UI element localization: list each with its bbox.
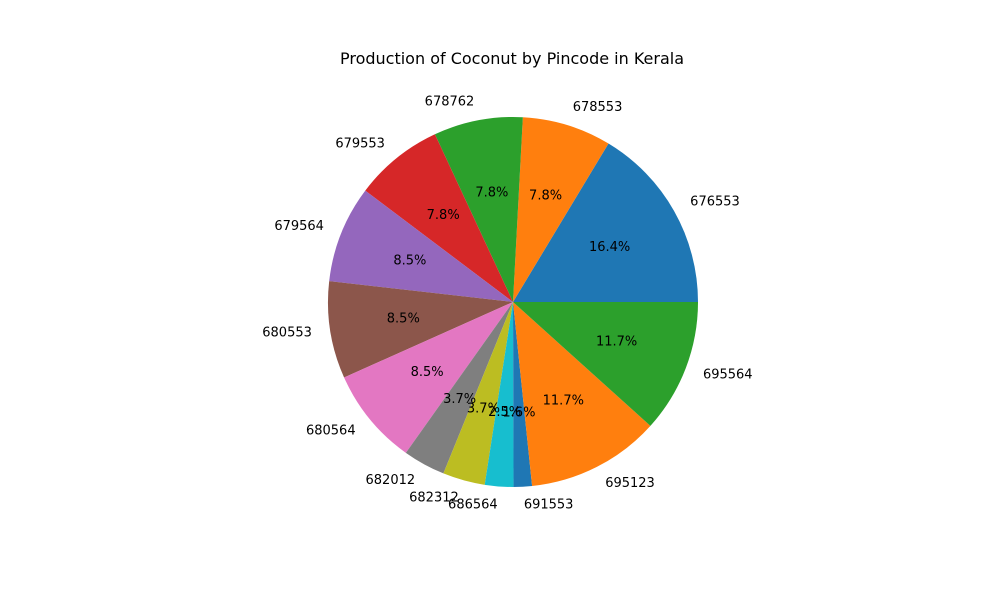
pie-slice-680553	[328, 281, 513, 378]
pie-percent-labels: 16.4%7.8%7.8%7.8%8.5%8.5%8.5%3.7%3.7%2.5…	[387, 186, 637, 421]
percent-label-686564: 2.5%	[488, 405, 521, 420]
pie-slice-695123	[513, 302, 651, 487]
pie-slice-680564	[344, 302, 513, 453]
slice-label-680553: 680553	[262, 326, 312, 341]
slice-label-695564: 695564	[703, 367, 753, 382]
pie-slice-679553	[365, 134, 513, 302]
slice-label-686564: 686564	[448, 497, 498, 512]
percent-label-682012: 3.7%	[443, 392, 476, 407]
percent-label-678762: 7.8%	[475, 186, 508, 201]
pie-slice-678553	[513, 117, 609, 302]
percent-label-682312: 3.7%	[467, 401, 500, 416]
slice-label-680564: 680564	[306, 424, 356, 439]
chart-title: Production of Coconut by Pincode in Kera…	[340, 49, 684, 68]
slice-label-682012: 682012	[366, 473, 416, 488]
pie-labels: 676553 678553 678762 679553 679564 680553 6805…	[262, 95, 752, 513]
pie-slice-691553	[513, 302, 533, 487]
pie-slice-682312	[443, 302, 513, 485]
slice-label-676553: 676553	[690, 194, 740, 209]
pie-slices	[328, 117, 698, 487]
pie-slice-695564	[513, 302, 698, 426]
slice-label-691553: 691553	[524, 498, 574, 513]
pie-slice-686564	[484, 302, 514, 487]
pie-slice-678762	[434, 117, 523, 302]
percent-label-679553: 7.8%	[427, 208, 460, 223]
pie-slice-676553	[513, 143, 698, 302]
percent-label-680553: 8.5%	[387, 311, 420, 326]
percent-label-676553: 16.4%	[589, 240, 630, 255]
percent-label-695564: 11.7%	[596, 334, 637, 349]
slice-label-679553: 679553	[335, 136, 385, 151]
pie-slice-679564	[329, 190, 513, 302]
slice-label-695123: 695123	[605, 476, 655, 491]
percent-label-680564: 8.5%	[411, 365, 444, 380]
slice-label-678762: 678762	[425, 95, 475, 110]
percent-label-679564: 8.5%	[393, 253, 426, 268]
percent-label-691553: 1.6%	[502, 405, 535, 420]
percent-label-678553: 7.8%	[529, 188, 562, 203]
slice-label-679564: 679564	[274, 219, 324, 234]
slice-label-678553: 678553	[573, 100, 623, 115]
percent-label-695123: 11.7%	[543, 393, 584, 408]
pie-slice-682012	[405, 302, 513, 474]
slice-label-682312: 682312	[409, 491, 459, 506]
